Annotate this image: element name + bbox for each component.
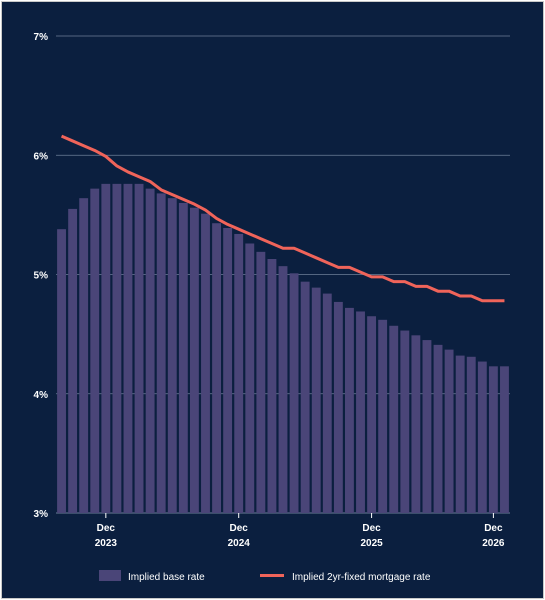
bar-base-rate — [134, 183, 144, 513]
bar-base-rate — [500, 366, 509, 513]
line-series-mortgage-rate — [60, 134, 505, 303]
x-tick-month: Dec — [230, 523, 249, 534]
x-tick-month: Dec — [97, 523, 116, 534]
bar-base-rate — [411, 335, 421, 513]
y-axis-ticks: 3% 4% 5% 6% 7% — [34, 32, 49, 520]
bar-base-rate — [356, 311, 365, 513]
x-tick-year: 2025 — [360, 538, 383, 549]
bar-base-rate — [444, 349, 454, 513]
legend-label-mortgage-rate: Implied 2yr-fixed mortgage rate — [292, 572, 431, 583]
bar-base-rate — [245, 243, 255, 513]
x-tick-year: 2026 — [482, 538, 505, 549]
bar-base-rate — [68, 208, 78, 513]
bar-base-rate — [57, 229, 66, 513]
bar-base-rate — [333, 301, 343, 513]
bar-base-rate — [256, 251, 266, 513]
bar-base-rate — [90, 188, 100, 513]
x-tick-month: Dec — [484, 523, 503, 534]
bar-base-rate — [79, 198, 89, 513]
bar-base-rate — [322, 293, 332, 513]
bar-base-rate — [145, 188, 155, 513]
bar-base-rate — [477, 361, 487, 513]
bar-base-rate — [400, 330, 410, 513]
bar-base-rate — [101, 183, 111, 513]
y-tick-label: 5% — [34, 271, 49, 282]
x-tick-month: Dec — [362, 523, 381, 534]
x-axis-ticks: Dec 2023 Dec 2024 Dec 2025 Dec 2026 — [95, 513, 505, 549]
bar-base-rate — [289, 273, 299, 513]
bar-base-rate — [378, 319, 388, 513]
legend: Implied base rate Implied 2yr-fixed mort… — [99, 570, 431, 583]
bar-base-rate — [466, 356, 476, 513]
bar-base-rate — [433, 344, 443, 513]
bar-base-rate — [212, 223, 221, 513]
y-tick-label: 4% — [34, 390, 49, 401]
bar-base-rate — [234, 233, 244, 513]
bar-base-rate — [189, 207, 199, 513]
y-tick-label: 7% — [34, 32, 49, 43]
bar-base-rate — [267, 258, 277, 513]
legend-swatch-mortgage-rate — [260, 574, 284, 577]
y-tick-label: 3% — [34, 509, 49, 520]
bar-base-rate — [223, 227, 233, 513]
bar-base-rate — [123, 183, 133, 513]
bar-base-rate — [278, 266, 288, 513]
legend-label-base-rate: Implied base rate — [128, 572, 205, 583]
bar-base-rate — [300, 281, 310, 513]
bar-base-rate — [422, 340, 432, 513]
bar-base-rate — [311, 287, 321, 513]
bar-base-rate — [389, 325, 399, 513]
bar-base-rate — [345, 307, 354, 513]
bar-base-rate — [455, 355, 465, 513]
bar-base-rate — [488, 366, 498, 513]
legend-swatch-base-rate — [99, 570, 121, 581]
bar-base-rate — [367, 316, 377, 513]
bar-base-rate — [201, 213, 210, 513]
y-tick-label: 6% — [34, 151, 49, 162]
x-tick-year: 2024 — [228, 538, 251, 549]
bar-base-rate — [167, 198, 177, 513]
bar-base-rate — [156, 193, 166, 513]
x-tick-year: 2023 — [95, 538, 118, 549]
bar-base-rate — [178, 202, 188, 513]
bar-base-rate — [112, 183, 122, 513]
bar-series-base-rate — [57, 183, 509, 513]
